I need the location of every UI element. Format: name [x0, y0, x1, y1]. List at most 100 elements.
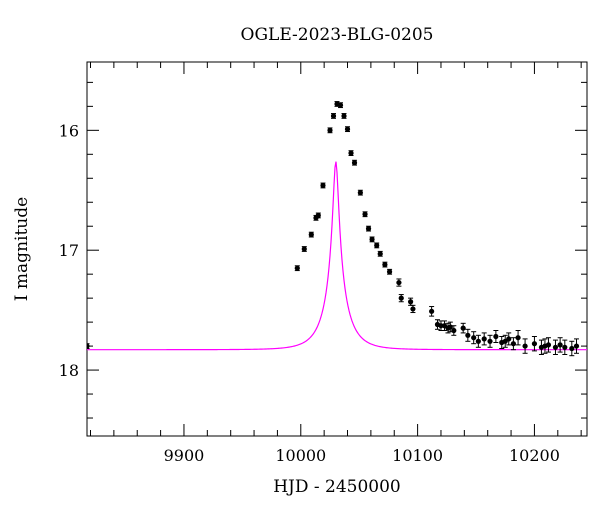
- data-point: [562, 339, 568, 355]
- data-point: [337, 102, 344, 109]
- plot-frame: [86, 61, 588, 437]
- data-point: [320, 182, 326, 189]
- data-point: [522, 338, 528, 354]
- data-marker: [410, 306, 416, 312]
- chart-title: OGLE-2023-BLG-0205: [241, 25, 434, 45]
- data-marker: [451, 327, 457, 334]
- data-marker: [362, 211, 368, 217]
- data-marker: [320, 182, 326, 189]
- data-point: [451, 325, 457, 336]
- data-point: [308, 231, 314, 238]
- data-point: [377, 250, 383, 257]
- data-marker: [337, 102, 344, 108]
- data-point: [396, 278, 402, 287]
- data-point: [502, 334, 508, 348]
- data-marker: [407, 299, 414, 305]
- data-point: [398, 294, 404, 303]
- data-point: [365, 225, 372, 232]
- data-marker: [365, 226, 372, 232]
- data-point: [294, 265, 300, 272]
- data-marker: [398, 295, 404, 301]
- data-point: [374, 242, 380, 249]
- data-marker: [301, 246, 307, 252]
- data-point: [569, 340, 575, 357]
- data-marker: [481, 336, 487, 342]
- data-point: [475, 334, 481, 348]
- points-layer: [87, 101, 580, 357]
- x-tick-label: 9900: [164, 446, 205, 465]
- data-marker: [487, 338, 493, 344]
- data-marker: [351, 160, 358, 166]
- data-point: [441, 320, 448, 332]
- y-axis-label: I magnitude: [12, 197, 32, 301]
- data-point: [87, 343, 90, 349]
- data-marker: [471, 335, 477, 341]
- data-marker: [545, 342, 552, 348]
- data-marker: [562, 344, 568, 350]
- x-tick-label: 10000: [275, 446, 326, 465]
- data-marker: [315, 212, 321, 219]
- data-marker: [308, 232, 314, 238]
- data-marker: [569, 345, 575, 352]
- data-point: [369, 236, 375, 243]
- data-marker: [87, 343, 90, 349]
- data-point: [460, 322, 466, 334]
- data-marker: [386, 269, 393, 275]
- tick-labels: 9900 10000 10100 10200 16 17 18: [59, 121, 560, 465]
- data-marker: [377, 251, 383, 257]
- data-marker: [429, 308, 435, 314]
- data-marker: [460, 325, 466, 331]
- data-marker: [465, 332, 471, 338]
- data-marker: [506, 336, 512, 342]
- plot-area: [86, 61, 588, 437]
- x-axis-label: HJD - 2450000: [273, 477, 401, 497]
- data-point: [362, 211, 368, 218]
- data-point: [410, 304, 416, 314]
- data-marker: [341, 113, 347, 119]
- data-point: [382, 261, 388, 268]
- data-point: [351, 159, 358, 166]
- data-point: [515, 330, 521, 346]
- data-point: [327, 127, 333, 134]
- x-tick-label: 10200: [509, 446, 560, 465]
- data-point: [506, 332, 512, 346]
- data-point: [341, 113, 347, 119]
- data-point: [487, 334, 493, 348]
- data-point: [301, 246, 307, 252]
- data-marker: [344, 126, 351, 132]
- data-marker: [369, 236, 375, 243]
- data-marker: [382, 261, 388, 268]
- data-point: [429, 306, 435, 317]
- data-marker: [357, 190, 363, 196]
- axis-ticks: [87, 62, 587, 436]
- data-marker: [374, 242, 380, 249]
- data-marker: [557, 342, 563, 348]
- data-point: [407, 297, 414, 306]
- data-point: [330, 113, 337, 119]
- data-point: [471, 331, 477, 345]
- data-point: [481, 332, 487, 346]
- x-tick-label: 10100: [392, 446, 443, 465]
- data-point: [386, 268, 393, 275]
- data-point: [493, 330, 499, 343]
- model-curve: [87, 161, 587, 351]
- data-marker: [396, 279, 402, 286]
- data-marker: [493, 333, 499, 340]
- model-layer: [87, 161, 587, 351]
- data-marker: [552, 344, 559, 350]
- data-point: [557, 337, 563, 353]
- data-point: [531, 336, 538, 352]
- data-point: [573, 338, 580, 354]
- data-marker: [294, 265, 300, 271]
- data-marker: [522, 343, 528, 349]
- data-point: [465, 328, 471, 342]
- data-point: [510, 337, 517, 351]
- y-tick-label: 17: [59, 241, 79, 260]
- data-marker: [510, 341, 517, 347]
- y-tick-label: 18: [59, 361, 79, 380]
- data-marker: [327, 127, 333, 133]
- data-point: [315, 212, 321, 219]
- data-point: [344, 126, 351, 133]
- data-marker: [531, 341, 538, 347]
